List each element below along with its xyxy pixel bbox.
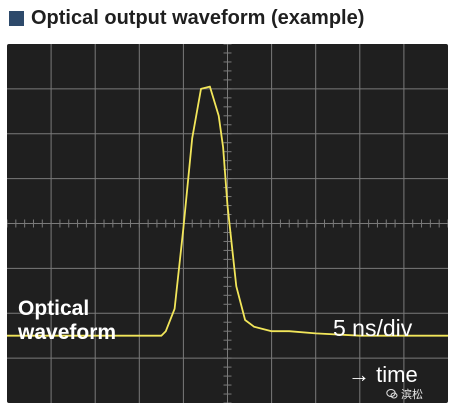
time-axis-label: → time	[348, 362, 418, 387]
wechat-icon	[386, 389, 398, 399]
waveform-label: Optical waveform	[18, 297, 158, 345]
oscilloscope-screen	[6, 43, 449, 404]
watermark-text: 滨松	[401, 388, 423, 401]
timescale-label: 5 ns/div	[333, 315, 413, 341]
title-square-icon	[9, 10, 24, 26]
waveform-label-line2: waveform	[18, 321, 117, 344]
grid	[6, 43, 449, 404]
waveform-label-line1: Optical	[18, 297, 90, 320]
waveform-chart	[6, 43, 449, 404]
waveform-trace	[7, 85, 448, 337]
trace-layer	[7, 85, 448, 337]
watermark: 滨松	[386, 386, 423, 402]
page-title: Optical output waveform (example)	[31, 6, 365, 29]
header: Optical output waveform (example)	[0, 0, 453, 36]
